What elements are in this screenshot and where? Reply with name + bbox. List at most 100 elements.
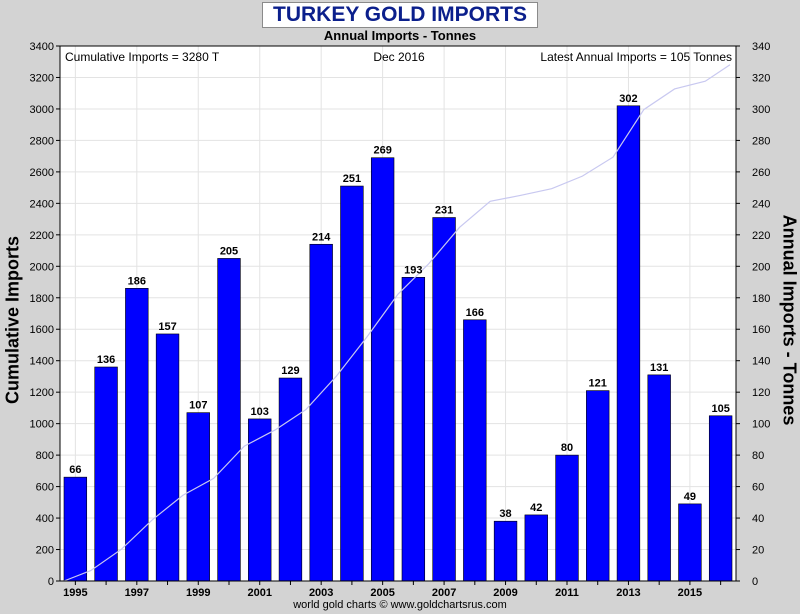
right-tick-label: 180 [752, 293, 770, 305]
bar-label-2002: 129 [281, 365, 299, 377]
x-tick-label: 2013 [616, 587, 640, 599]
right-tick-label: 240 [752, 198, 770, 210]
left-tick-label: 3200 [30, 72, 54, 84]
bar-label-1995: 66 [69, 464, 81, 476]
right-tick-label: 40 [752, 513, 764, 525]
left-tick-label: 2800 [30, 135, 54, 147]
left-tick-label: 2200 [30, 230, 54, 242]
x-tick-label: 2009 [493, 587, 517, 599]
x-tick-label: 2005 [370, 587, 394, 599]
chart-subtitle: Annual Imports - Tonnes [323, 28, 477, 43]
x-axis-ticks: 1995 1997 1999 2001 2003 2005 2007 2009 2011 2013… [63, 581, 722, 599]
bar-2015 [678, 503, 702, 582]
bar-2010 [524, 514, 548, 582]
bar-2013 [616, 105, 641, 582]
bar-label-2011: 80 [561, 442, 573, 454]
bar-2016 [708, 415, 733, 582]
left-tick-label: 600 [36, 482, 54, 494]
bar-2005 [370, 157, 395, 582]
bar-1995 [63, 476, 88, 582]
date-text: Dec 2016 [373, 50, 425, 64]
right-tick-label: 120 [752, 387, 770, 399]
bar-label-2001: 103 [251, 406, 269, 418]
right-tick-label: 60 [752, 482, 764, 494]
bar-2009 [493, 520, 518, 582]
right-tick-label: 220 [752, 230, 770, 242]
left-tick-label: 1600 [30, 324, 54, 336]
bar-label-1998: 157 [158, 321, 176, 333]
left-tick-label: 400 [36, 513, 54, 525]
bar-label-2003: 214 [312, 231, 331, 243]
latest-imports-text: Latest Annual Imports = 105 Tonnes [540, 50, 732, 64]
right-tick-label: 140 [752, 356, 770, 368]
bar-label-2008: 166 [466, 307, 484, 319]
left-tick-label: 3400 [30, 41, 54, 53]
right-tick-label: 160 [752, 324, 770, 336]
right-tick-label: 340 [752, 41, 770, 53]
left-tick-label: 2400 [30, 198, 54, 210]
x-tick-label: 2015 [678, 587, 702, 599]
bar-label-2000: 205 [220, 245, 238, 257]
right-tick-label: 20 [752, 545, 764, 557]
right-tick-label: 300 [752, 104, 770, 116]
bar-1997 [125, 288, 149, 582]
left-tick-label: 0 [48, 576, 54, 588]
left-tick-label: 2600 [30, 167, 54, 179]
bar-label-2006: 193 [404, 264, 422, 276]
bar-2000 [217, 258, 241, 582]
left-tick-label: 2000 [30, 261, 54, 273]
x-tick-label: 2011 [555, 587, 579, 599]
bar-2012 [586, 390, 610, 582]
bar-series [63, 105, 733, 582]
bar-label-2016: 105 [711, 403, 729, 415]
chart-title: TURKEY GOLD IMPORTS [262, 2, 538, 28]
chart-footer: world gold charts © www.goldchartsrus.co… [293, 599, 507, 611]
bar-label-2013: 302 [619, 93, 637, 105]
bar-2014 [647, 374, 671, 582]
bar-1999 [186, 412, 210, 582]
right-tick-label: 200 [752, 261, 770, 273]
left-tick-label: 1000 [30, 419, 54, 431]
left-tick-label: 1800 [30, 293, 54, 305]
bar-label-2015: 49 [684, 491, 696, 503]
x-tick-label: 2001 [247, 587, 271, 599]
bar-label-2009: 38 [499, 508, 511, 520]
bar-label-2004: 251 [343, 173, 361, 185]
cumulative-imports-text: Cumulative Imports = 3280 T [65, 50, 220, 64]
bar-2001 [248, 418, 272, 582]
bar-2002 [278, 377, 303, 582]
right-tick-label: 100 [752, 419, 770, 431]
bar-label-1996: 136 [97, 354, 115, 366]
bar-label-2010: 42 [530, 502, 542, 514]
bar-label-1999: 107 [189, 400, 207, 412]
left-tick-label: 1200 [30, 387, 54, 399]
left-tick-label: 1400 [30, 356, 54, 368]
right-axis-ticks: 0 20 40 60 80 100 120 140 160 180 200 220 240 260 280 3… [736, 41, 770, 588]
left-tick-label: 800 [36, 450, 54, 462]
bar-2007 [432, 217, 456, 582]
right-tick-label: 320 [752, 72, 770, 84]
left-axis-ticks: 0 200 400 600 800 1000 1200 1400 1600 1800 2000 220… [30, 41, 60, 588]
bar-1996 [94, 366, 118, 582]
x-tick-label: 2007 [432, 587, 456, 599]
right-tick-label: 80 [752, 450, 764, 462]
right-tick-label: 280 [752, 135, 770, 147]
bar-value-labels: 66 136 186 157 107 205 103 129 214 251 269 193 231 16… [69, 93, 730, 520]
left-tick-label: 3000 [30, 104, 54, 116]
bar-2003 [309, 243, 333, 582]
bar-2006 [401, 277, 426, 582]
bar-2004 [340, 185, 364, 582]
right-tick-label: 0 [752, 576, 758, 588]
bar-1998 [155, 333, 180, 582]
bar-label-2012: 121 [589, 378, 607, 390]
bar-2011 [555, 454, 579, 582]
left-tick-label: 200 [36, 545, 54, 557]
bar-label-2007: 231 [435, 205, 453, 217]
x-tick-label: 1999 [186, 587, 210, 599]
x-tick-label: 1997 [125, 587, 149, 599]
right-tick-label: 260 [752, 167, 770, 179]
x-tick-label: 2003 [309, 587, 333, 599]
x-tick-label: 1995 [63, 587, 87, 599]
plot-border [59, 45, 737, 582]
